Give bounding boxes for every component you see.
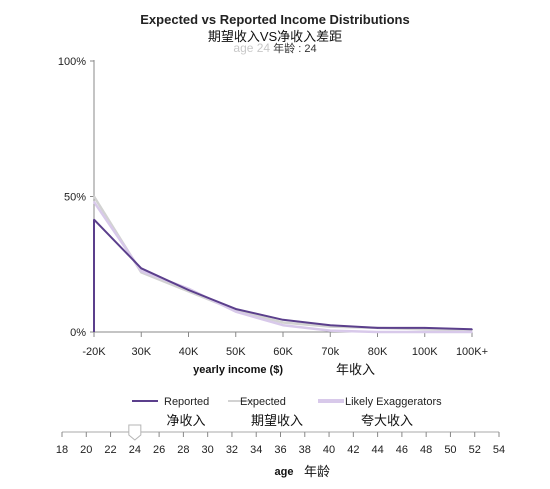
slider-tick-label: 40 [323,444,335,456]
slider-tick-label: 42 [347,444,359,456]
age-slider[interactable]: 18 20 22 24 26 28 30 32 34 36 38 40 42 44 46 48 50 52 54 [56,424,505,456]
age-readout-label: 年龄 : 24 [273,43,317,55]
legend-label: Expected [240,396,286,408]
data-point [282,319,284,321]
age-readout-ghost: age 24 [233,41,271,55]
x-tick-label: 100K [412,346,438,358]
legend-label-cn: 净收入 [166,413,205,428]
slider-tick-label: 44 [371,444,383,456]
slider-tick-label: 34 [250,444,262,456]
x-tick-label: 40K [179,346,199,358]
data-point [471,331,473,333]
legend-label: Reported [164,396,209,408]
x-tick-label: 70k [321,346,339,358]
slider-tick-label: 18 [56,444,68,456]
chart-title: Expected vs Reported Income Distribution… [140,12,410,27]
slider-tick-label: 36 [274,444,286,456]
legend-label: Likely Exaggerators [345,396,442,408]
slider-tick-label: 22 [104,444,116,456]
legend: Reported 净收入 Expected 期望收入 Likely Exaggerato… [132,396,442,428]
x-tick-label: 50K [226,346,246,358]
x-ticks: -20K 30K 40K 50K 60K 70k 80K 100K 100K+ [82,332,488,358]
slider-tick-label: 20 [80,444,92,456]
x-tick-label: 60K [273,346,293,358]
data-point [282,321,284,324]
x-tick-label: 30K [131,346,151,358]
data-point [93,201,95,203]
series-lines [92,195,473,334]
slider-tick-label: 50 [444,444,456,456]
series-line-likely-exaggerators [92,201,472,334]
y-tick-label: 100% [58,56,86,68]
data-point [93,195,95,198]
data-point [423,327,426,329]
data-point [423,331,426,333]
slider-tick-label: 24 [129,444,141,456]
data-point [187,289,190,291]
slider-handle[interactable] [128,424,142,441]
data-point [471,328,473,331]
slider-tick-label: 26 [153,444,165,456]
y-ticks: 0% 50% 100% [58,56,94,339]
data-point [376,331,379,333]
legend-label-cn: 期望收入 [251,413,303,428]
slider-tick-label: 48 [420,444,432,456]
data-point [234,310,237,313]
data-point [140,267,143,270]
y-tick-label: 50% [64,192,86,204]
age-readout: age 24 年龄 : 24 [0,40,550,56]
data-point [282,324,284,327]
slider-label-cn: 年龄 [304,464,330,479]
y-tick-label: 0% [70,327,86,339]
x-tick-label: -20K [82,346,106,358]
chart-subtitle: 期望收入VS净收入差距 [207,29,343,44]
data-point [329,329,332,332]
slider-tick-label: 38 [299,444,311,456]
slider-tick-label: 28 [177,444,189,456]
legend-label-cn: 夸大收入 [361,413,413,428]
series-line-expected [92,195,473,332]
x-tick-label: 80K [368,346,388,358]
data-point [376,327,379,329]
x-axis-label-cn: 年收入 [336,362,375,377]
slider-label: age [275,466,294,478]
slider-tick-label: 32 [226,444,238,456]
x-axis-label: yearly income ($) [193,364,283,376]
slider-tick-label: 30 [202,444,214,456]
slider-tick-label: 54 [493,444,505,456]
slider-tick-label: 46 [396,444,408,456]
data-point [234,308,237,310]
x-tick-label: 100K+ [456,346,488,358]
data-point [329,324,332,327]
slider-tick-label: 52 [469,444,481,456]
slider-ticks: 18 20 22 24 26 28 30 32 34 36 38 40 42 44 46 48 50 52 54 [56,432,505,456]
data-point [140,270,143,272]
